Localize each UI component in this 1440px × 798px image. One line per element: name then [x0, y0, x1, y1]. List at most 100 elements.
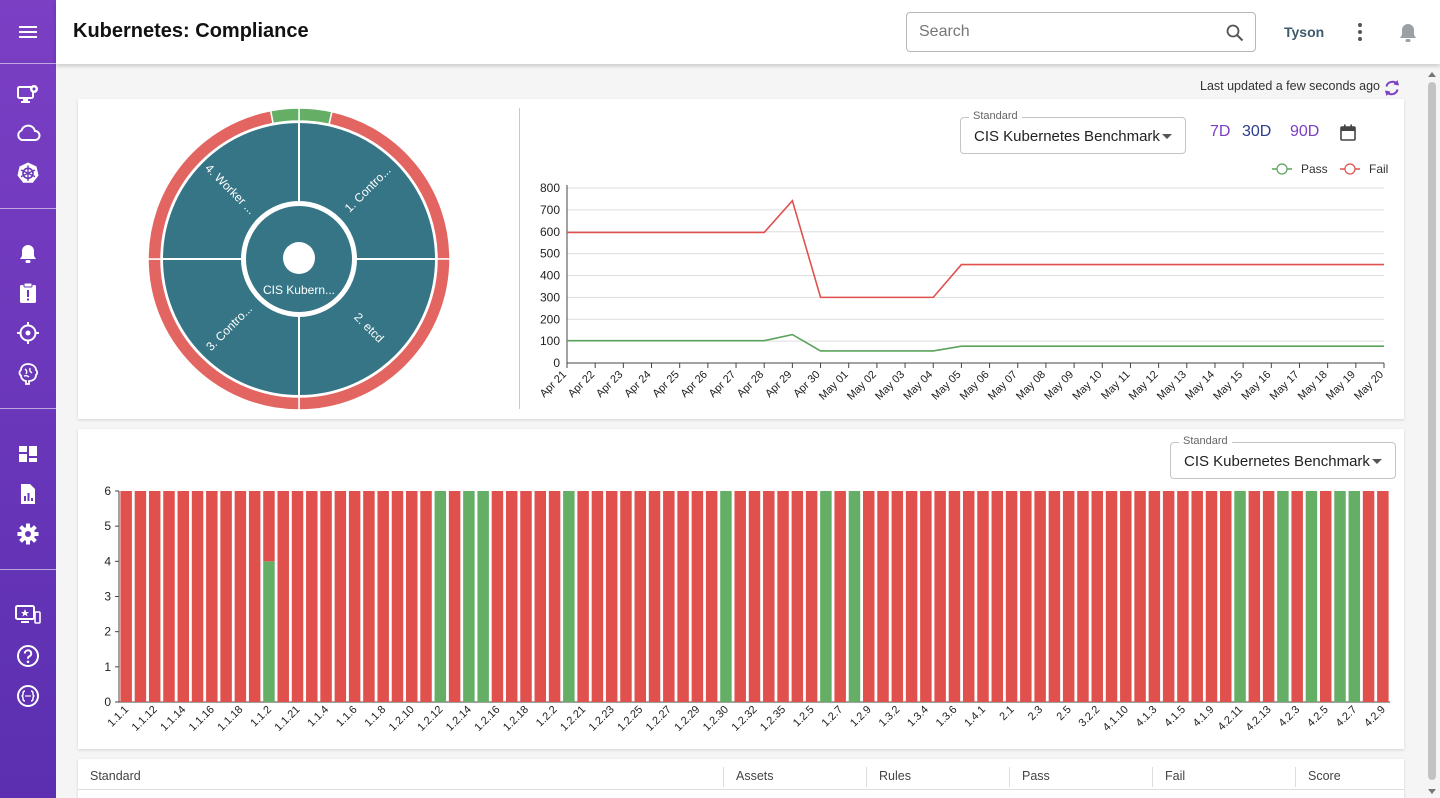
bar-pass: [463, 491, 475, 702]
x-tick-label: 4.2.5: [1305, 704, 1331, 730]
x-tick-label: 1.2.30: [701, 704, 731, 734]
x-tick-label: Apr 25: [650, 369, 681, 400]
x-tick-label: 1.1.18: [215, 704, 245, 734]
sidebar: [0, 0, 56, 798]
y-tick-label: 2: [104, 625, 111, 639]
cloud-icon[interactable]: [8, 115, 48, 151]
page-scrollbar[interactable]: [1426, 68, 1438, 798]
bar-fail: [334, 491, 347, 702]
x-tick-label: May 04: [901, 369, 935, 403]
bar-fail: [448, 491, 461, 702]
x-tick-label: 4.2.11: [1216, 704, 1246, 734]
bar-fail: [534, 491, 547, 702]
column-header-fail[interactable]: Fail: [1165, 769, 1186, 783]
monitor-star-icon[interactable]: [8, 597, 48, 633]
column-header-assets[interactable]: Assets: [736, 769, 774, 783]
more-vert-icon[interactable]: [1356, 22, 1364, 42]
column-header-score[interactable]: Score: [1308, 769, 1341, 783]
user-menu[interactable]: Tyson: [1284, 24, 1325, 40]
crosshair-icon[interactable]: [8, 315, 48, 351]
x-tick-label: May 17: [1268, 369, 1302, 403]
bar-fail: [363, 491, 375, 702]
x-tick-label: Apr 28: [735, 369, 766, 400]
column-header-rules[interactable]: Rules: [879, 769, 911, 783]
bar-fail: [234, 491, 247, 702]
bell-icon[interactable]: [8, 236, 48, 272]
x-tick-label: May 09: [1042, 369, 1076, 403]
search-input[interactable]: [919, 21, 1219, 43]
bar-fail: [577, 491, 589, 702]
bar-fail: [1291, 491, 1303, 702]
column-header-pass[interactable]: Pass: [1022, 769, 1050, 783]
calendar-icon[interactable]: [1340, 124, 1356, 141]
bar-fail: [977, 491, 989, 702]
gear-icon[interactable]: [8, 516, 48, 552]
bar-pass: [1277, 491, 1289, 702]
x-tick-label: 4.2.9: [1362, 704, 1388, 730]
bar-fail: [663, 491, 675, 702]
x-tick-label: Apr 23: [594, 369, 625, 400]
y-tick-label: 200: [540, 312, 560, 326]
alert-clipboard-icon[interactable]: [8, 275, 48, 311]
x-tick-label: 1.2.5: [791, 704, 817, 730]
bar-fail: [1020, 491, 1032, 702]
help-icon[interactable]: [8, 638, 48, 674]
range-30d-button[interactable]: 30D: [1242, 123, 1272, 140]
y-tick-label: 100: [540, 334, 560, 348]
bar-fail: [206, 491, 218, 702]
refresh-icon[interactable]: [1383, 78, 1401, 98]
range-90d-button[interactable]: 90D: [1290, 123, 1320, 140]
bar-fail: [320, 491, 332, 702]
x-tick-label: May 11: [1099, 369, 1132, 402]
x-tick-label: 1.1.21: [273, 704, 303, 734]
checks-standard-label: Standard: [1179, 435, 1232, 447]
bar-pass: [434, 491, 447, 702]
monitor-settings-icon[interactable]: [8, 76, 48, 112]
x-tick-label: 2.1: [997, 704, 1016, 723]
y-tick-label: 0: [553, 356, 560, 370]
bar-fail: [948, 491, 961, 702]
search-icon[interactable]: [1226, 24, 1244, 42]
bar-pass: [720, 491, 732, 702]
bar-fail: [1077, 491, 1089, 702]
api-icon[interactable]: [8, 678, 48, 714]
x-tick-label: 4.1.5: [1162, 704, 1188, 730]
trend-standard-select[interactable]: Standard CIS Kubernetes Benchmark: [960, 110, 1186, 154]
brain-icon[interactable]: [8, 355, 48, 391]
bar-fail: [1162, 491, 1175, 702]
range-7d-button[interactable]: 7D: [1210, 123, 1231, 140]
x-tick-label: 1.2.12: [415, 704, 445, 734]
kubernetes-icon[interactable]: [8, 155, 48, 191]
report-icon[interactable]: [8, 476, 48, 512]
bar-fail: [634, 491, 646, 702]
bar-fail: [605, 491, 618, 702]
x-tick-label: 1.2.27: [644, 704, 674, 734]
sidebar-divider: [0, 63, 56, 64]
x-tick-label: Apr 27: [707, 369, 738, 400]
bar-fail: [1062, 491, 1075, 702]
x-tick-label: 1.2.16: [472, 704, 502, 734]
y-tick-label: 4: [104, 554, 111, 568]
bar-fail: [1205, 491, 1218, 702]
bar-fail: [420, 491, 432, 702]
y-tick-label: 3: [104, 590, 111, 604]
column-header-standard[interactable]: Standard: [90, 769, 141, 783]
sidebar-divider: [0, 208, 56, 209]
checks-standard-select[interactable]: Standard CIS Kubernetes Benchmark: [1170, 435, 1396, 479]
dashboard-icon[interactable]: [8, 436, 48, 472]
y-tick-label: 300: [540, 290, 560, 304]
search-box[interactable]: [906, 12, 1256, 52]
x-tick-label: May 20: [1352, 369, 1386, 403]
chevron-down-icon: [1372, 459, 1382, 464]
trend-standard-value: CIS Kubernetes Benchmark: [974, 128, 1160, 145]
y-tick-label: 6: [104, 484, 111, 498]
menu-icon[interactable]: [8, 14, 48, 50]
bar-fail: [1220, 491, 1232, 702]
x-tick-label: Apr 21: [538, 369, 569, 400]
bar-fail: [777, 491, 789, 702]
x-tick-label: 1.1.14: [158, 704, 188, 734]
notifications-bell-icon[interactable]: [1398, 22, 1418, 44]
x-tick-label: 1.3.4: [905, 704, 931, 730]
